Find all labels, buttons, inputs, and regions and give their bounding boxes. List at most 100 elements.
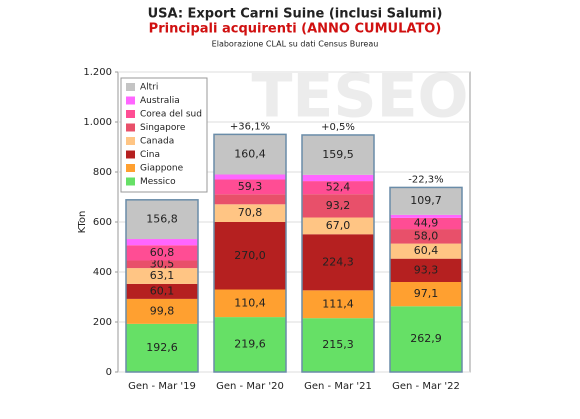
data-label: 60,1 xyxy=(150,284,175,297)
x-tick-label: Gen - Mar '20 xyxy=(216,381,284,392)
legend-swatch xyxy=(126,137,135,145)
legend-swatch xyxy=(126,123,135,132)
legend-label: Singapore xyxy=(140,123,186,133)
bar-segment xyxy=(126,260,198,269)
bar-segment xyxy=(214,317,286,372)
data-label: 93,2 xyxy=(326,199,351,212)
legend-label: Altri xyxy=(140,83,158,93)
bar-segment xyxy=(390,229,462,244)
bar-segment xyxy=(214,194,286,205)
bar-segment xyxy=(390,243,462,259)
bar-segment xyxy=(214,204,286,222)
annotation: +36,1% xyxy=(230,121,270,132)
data-label: 109,7 xyxy=(410,194,442,207)
data-label: 59,3 xyxy=(238,180,263,193)
data-label: 52,4 xyxy=(326,181,351,194)
bar-segment xyxy=(126,199,198,240)
data-label: 270,0 xyxy=(234,249,266,262)
legend-label: Messico xyxy=(140,177,176,187)
data-label: 215,3 xyxy=(322,338,354,351)
data-label: 110,4 xyxy=(234,296,266,309)
bar-segment xyxy=(302,174,374,182)
y-axis-label: KTon xyxy=(77,211,88,234)
bar-segment xyxy=(126,283,198,299)
x-tick-label: Gen - Mar '22 xyxy=(392,381,460,392)
legend-box xyxy=(120,77,208,193)
data-label: 58,0 xyxy=(414,229,439,242)
chart-subtitle: Principali acquirenti (ANNO CUMULATO) xyxy=(149,22,442,37)
bar-segment xyxy=(126,245,198,261)
bar-segment xyxy=(302,290,374,319)
legend-label: Australia xyxy=(140,96,180,106)
y-tick-label: 0 xyxy=(106,367,112,378)
bar-segment xyxy=(126,298,198,324)
legend-swatch xyxy=(126,150,135,159)
legend-swatch xyxy=(126,177,135,186)
bar-segment xyxy=(390,187,462,215)
data-label: 60,4 xyxy=(414,244,439,257)
data-label: 60,8 xyxy=(150,246,175,259)
data-label: 99,8 xyxy=(150,304,175,317)
watermark: TESEO xyxy=(251,62,468,132)
bar-segment xyxy=(214,289,286,318)
data-label: 97,1 xyxy=(414,287,439,300)
source: Elaborazione CLAL su dati Census Bureau xyxy=(212,40,379,49)
data-label: 70,8 xyxy=(238,206,263,219)
bar-segment xyxy=(302,181,374,195)
legend-swatch xyxy=(126,110,135,118)
data-label: 156,8 xyxy=(146,212,178,225)
legend-swatch xyxy=(126,164,135,172)
bar-segment xyxy=(214,222,286,290)
legend-label: Canada xyxy=(140,137,174,147)
data-label: 262,9 xyxy=(410,332,442,345)
y-tick-label: 1.000 xyxy=(83,117,112,128)
y-tick-label: 400 xyxy=(93,267,112,278)
legend-label: Cina xyxy=(140,150,160,160)
y-tick-label: 600 xyxy=(93,217,112,228)
chart-title: USA: Export Carni Suine (inclusi Salumi) xyxy=(148,7,443,22)
y-tick-label: 1.200 xyxy=(83,67,112,78)
data-label: 160,4 xyxy=(234,147,266,160)
bar-outline xyxy=(389,186,463,373)
bar-segment xyxy=(126,239,198,246)
bar-outline xyxy=(301,134,375,373)
bar-segment xyxy=(390,214,462,218)
bar-segment xyxy=(126,268,198,284)
data-label: 93,3 xyxy=(414,263,439,276)
bar-segment xyxy=(214,179,286,195)
data-label: 111,4 xyxy=(322,297,354,310)
bar-segment xyxy=(390,306,462,372)
data-label: 44,9 xyxy=(414,216,439,229)
bar-segment xyxy=(302,217,374,235)
data-label: 30,5 xyxy=(150,257,175,270)
bar-segment xyxy=(390,258,462,282)
legend-label: Giappone xyxy=(140,164,184,174)
data-label: 63,1 xyxy=(150,269,175,282)
y-tick-label: 200 xyxy=(93,317,112,328)
bar-segment xyxy=(214,174,286,180)
bar-segment xyxy=(390,282,462,307)
data-label: 219,6 xyxy=(234,338,266,351)
legend-swatch xyxy=(126,96,135,105)
data-label: 192,6 xyxy=(146,341,178,354)
data-label: 224,3 xyxy=(322,255,354,268)
data-label: 67,0 xyxy=(326,219,351,232)
annotation: -22,3% xyxy=(408,174,443,185)
bar-outline xyxy=(213,133,287,373)
legend-label: Corea del sud xyxy=(140,110,202,120)
bar-segment xyxy=(302,234,374,291)
bar-segment xyxy=(302,194,374,218)
bar-segment xyxy=(390,217,462,230)
bar-outline xyxy=(125,199,199,373)
bar-segment xyxy=(126,323,198,372)
bar-segment xyxy=(302,318,374,372)
x-tick-label: Gen - Mar '21 xyxy=(304,381,372,392)
bar-segment xyxy=(302,134,374,175)
x-tick-label: Gen - Mar '19 xyxy=(128,381,196,392)
data-label: 159,5 xyxy=(322,148,354,161)
y-tick-label: 800 xyxy=(93,167,112,178)
bar-segment xyxy=(214,134,286,175)
annotation: +0,5% xyxy=(321,122,355,133)
legend-swatch xyxy=(126,83,135,91)
